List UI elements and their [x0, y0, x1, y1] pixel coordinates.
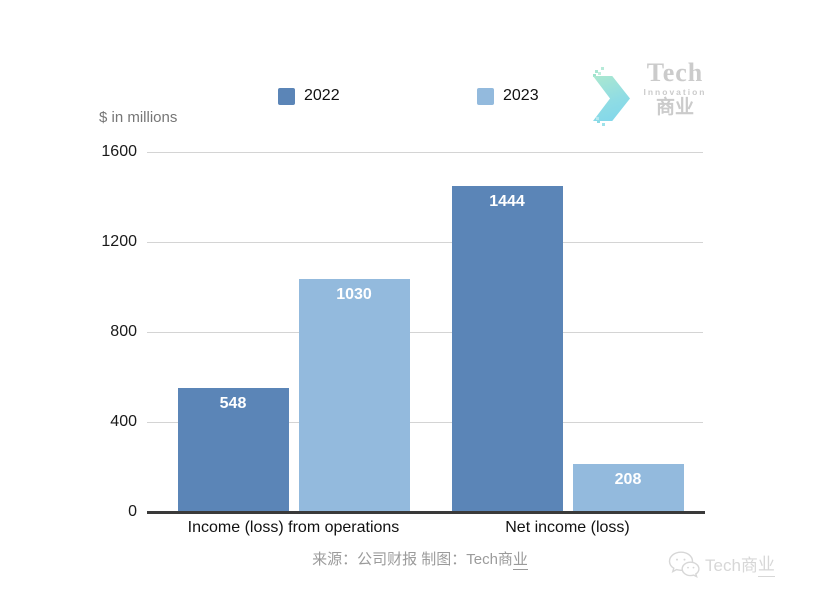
- logo-dissolve-dots-icon: [597, 120, 600, 123]
- y-tick-label-800: 800: [110, 323, 137, 340]
- logo-text: Tech Innovation 商业: [635, 60, 715, 118]
- x-axis-line: [147, 511, 705, 514]
- x-axis-label-2: Net income (loss): [505, 519, 630, 536]
- legend-label-2022: 2022: [304, 87, 340, 104]
- brand-logo: Tech Innovation 商业: [591, 60, 711, 123]
- logo-word-cn: 商业: [655, 97, 694, 118]
- y-tick-label-1200: 1200: [101, 233, 137, 250]
- logo-word-tech: Tech: [646, 58, 704, 87]
- gridline-1600: [147, 151, 703, 153]
- legend-label-2023: 2023: [503, 87, 539, 104]
- bar-2023-1: 1030: [298, 279, 410, 511]
- x-axis-label-1: Income (loss) from operations: [187, 519, 400, 536]
- bar-value-label: 1030: [336, 286, 372, 303]
- legend-swatch-2022: [278, 87, 295, 105]
- source-caption: 来源：公司财报 制图：Tech商业: [0, 548, 826, 570]
- legend-swatch-2023: [477, 87, 494, 105]
- source-text-underlined: 业: [512, 551, 528, 570]
- watermark-text-underlined: 业: [757, 550, 775, 577]
- wechat-watermark: Tech商业: [668, 549, 775, 578]
- bar-value-label: 548: [219, 395, 247, 412]
- bar-value-label: 1444: [489, 193, 525, 210]
- bar-2023-2: 208: [572, 464, 684, 511]
- gridline-400: [147, 421, 703, 423]
- y-tick-label-1600: 1600: [101, 143, 137, 160]
- bar-2022-2: 1444: [451, 186, 563, 511]
- bar-2022-1: 548: [177, 388, 289, 511]
- gridline-1200: [147, 241, 703, 243]
- units-label: $ in millions: [99, 109, 178, 126]
- logo-dissolve-dots-icon: [595, 70, 598, 73]
- bar-value-label: 208: [614, 471, 642, 488]
- legend-item-2023: 2023: [477, 86, 539, 106]
- wechat-icon: [668, 551, 700, 578]
- bar-chart-plot: 0 400 800 1200 1600 548 1030 Income (loss) from…: [101, 144, 705, 536]
- logo-chevron-icon: [593, 76, 630, 121]
- y-tick-label-0: 0: [128, 503, 137, 520]
- watermark-text: Tech商: [705, 556, 758, 575]
- source-text: 来源：公司财报 制图：Tech商: [312, 551, 513, 568]
- legend-item-2022: 2022: [278, 86, 340, 106]
- gridline-800: [147, 331, 703, 333]
- logo-word-innovation: Innovation: [643, 87, 707, 97]
- y-tick-label-400: 400: [110, 413, 137, 430]
